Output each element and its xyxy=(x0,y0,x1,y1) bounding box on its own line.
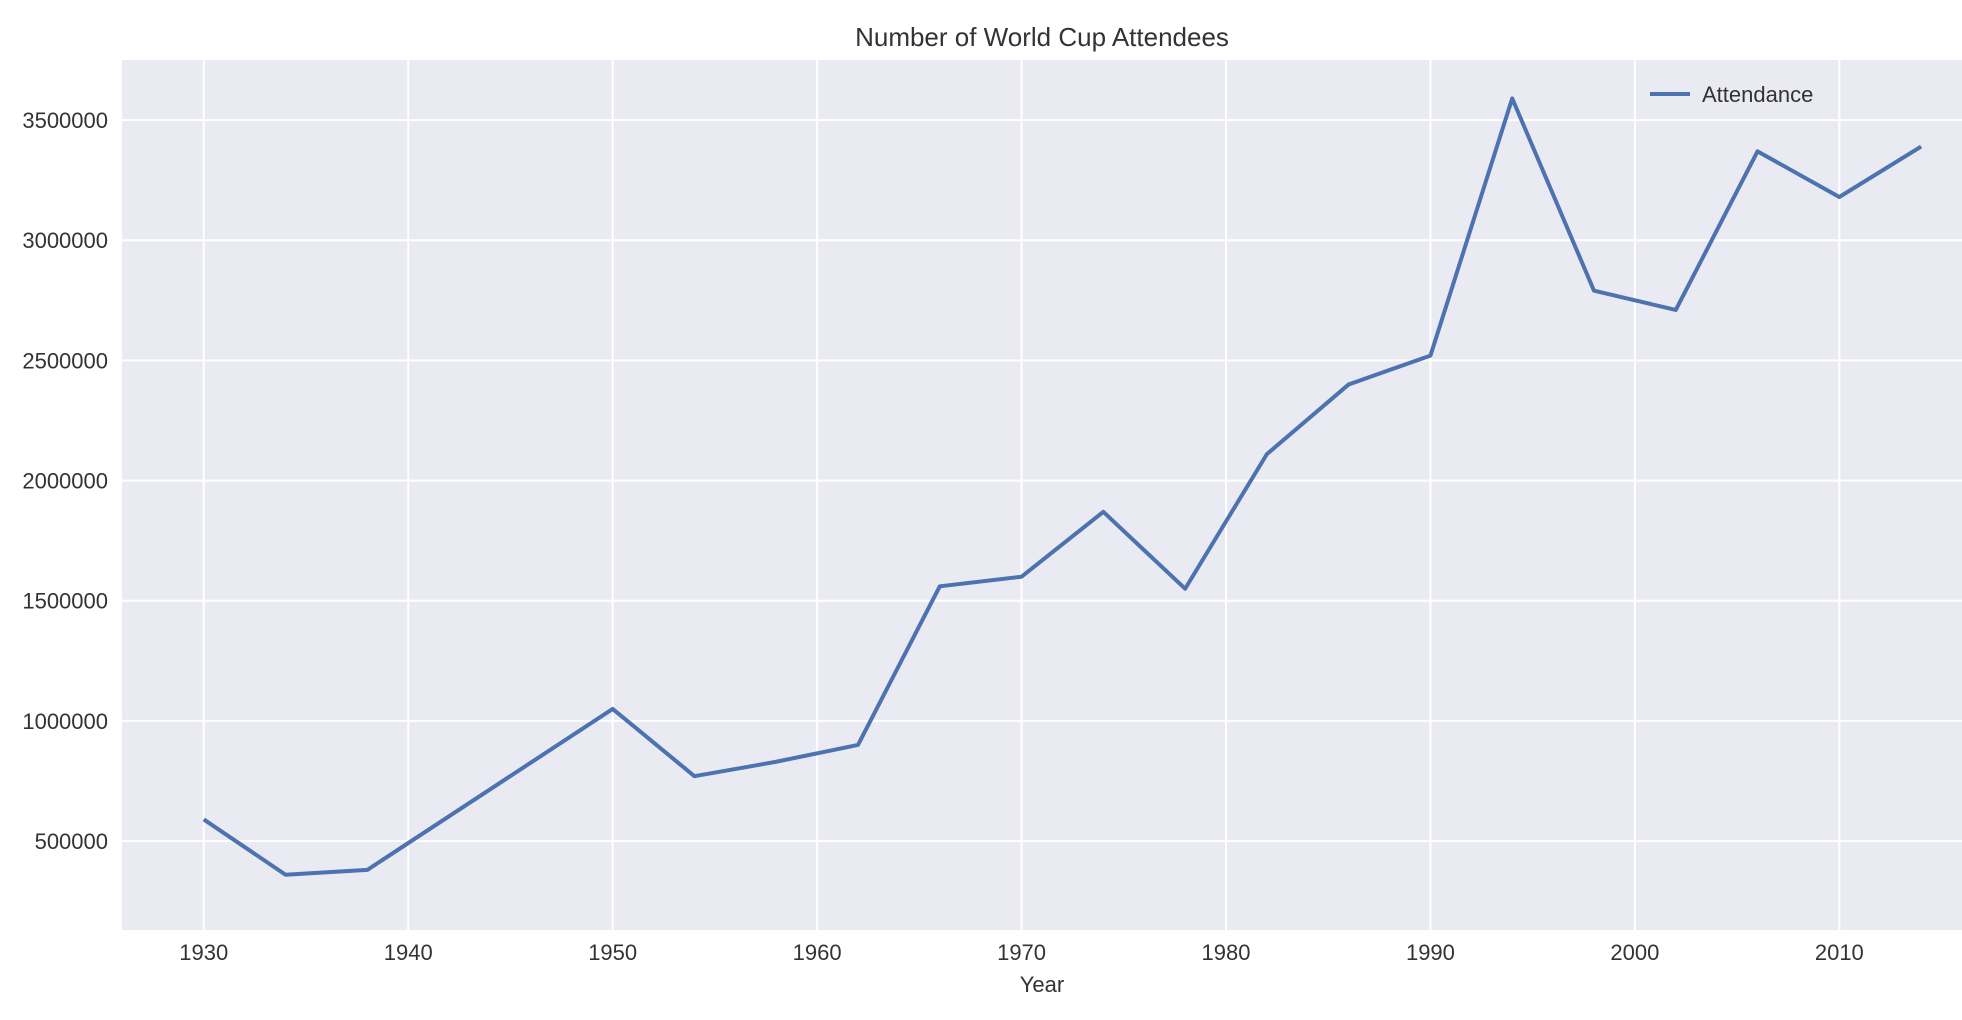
legend-label: Attendance xyxy=(1702,82,1813,107)
y-tick-label: 2500000 xyxy=(22,348,108,373)
y-tick-label: 2000000 xyxy=(22,469,108,494)
plot-background xyxy=(122,60,1962,930)
chart-container: Number of World Cup Attendees 500000 10000… xyxy=(0,20,1962,1000)
x-tick-label: 1990 xyxy=(1406,940,1455,965)
y-tick-label: 1500000 xyxy=(22,589,108,614)
x-tick-label: 2000 xyxy=(1610,940,1659,965)
x-tick-label: 1940 xyxy=(384,940,433,965)
x-axis-label: Year xyxy=(1020,972,1064,997)
x-tick-label: 1950 xyxy=(588,940,637,965)
y-tick-label: 3000000 xyxy=(22,228,108,253)
y-tick-label: 1000000 xyxy=(22,709,108,734)
x-tick-label: 1930 xyxy=(179,940,228,965)
y-tick-label: 500000 xyxy=(35,829,108,854)
x-tick-label: 1970 xyxy=(997,940,1046,965)
x-tick-label: 1960 xyxy=(793,940,842,965)
line-chart: Number of World Cup Attendees 500000 10000… xyxy=(0,20,1962,1000)
x-tick-label: 1980 xyxy=(1202,940,1251,965)
chart-title: Number of World Cup Attendees xyxy=(855,22,1229,52)
y-tick-label: 3500000 xyxy=(22,108,108,133)
x-tick-label: 2010 xyxy=(1815,940,1864,965)
